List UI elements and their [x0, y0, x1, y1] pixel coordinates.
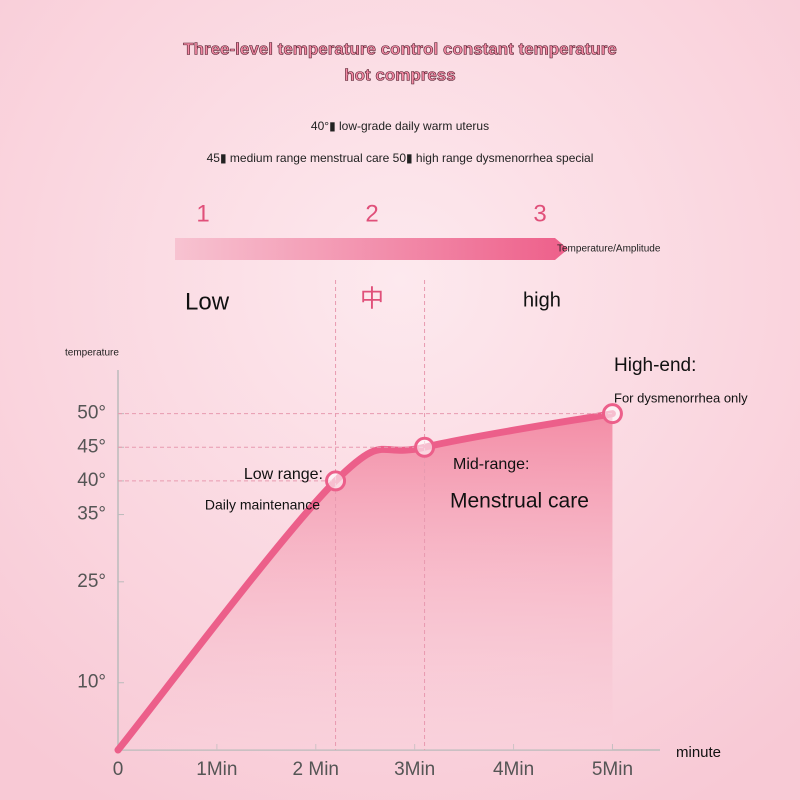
- x-tick-label: 2 Min: [293, 759, 339, 780]
- level-name: 中: [360, 285, 384, 312]
- annotation-title: Low range:: [244, 466, 323, 483]
- y-axis-label: temperature: [65, 348, 119, 359]
- subtitle: 40°▮ low-grade daily warm uterus: [311, 119, 489, 133]
- annotation-text: Menstrual care: [450, 490, 589, 513]
- title: hot compress: [344, 65, 455, 84]
- level-bar: [175, 238, 568, 260]
- annotation-title: Mid-range:: [453, 456, 529, 473]
- level: 1: [196, 200, 209, 227]
- area: [118, 413, 613, 750]
- level-name: Low: [185, 288, 230, 315]
- x-axis-label: minute: [676, 744, 721, 761]
- y-tick-label: 45°: [77, 436, 106, 457]
- subtitle: 45▮ medium range menstrual care 50▮ high…: [207, 151, 594, 165]
- y-tick-label: 40°: [77, 470, 106, 491]
- level-bar-label: Temperature/Amplitude: [557, 244, 661, 255]
- point: [325, 470, 347, 492]
- level: 3: [533, 200, 546, 227]
- point: [414, 436, 436, 458]
- title: Three-level temperature control constant…: [183, 39, 617, 58]
- x-tick-label: 1Min: [196, 759, 237, 780]
- x-tick-label: 0: [113, 759, 124, 780]
- x-tick-label: 5Min: [592, 759, 633, 780]
- level-name: high: [523, 289, 561, 311]
- level: 2: [365, 200, 378, 227]
- annotation-text: For dysmenorrhea only: [614, 390, 748, 405]
- x-tick-label: 4Min: [493, 759, 534, 780]
- line: [114, 410, 616, 754]
- annotation-text: Daily maintenance: [205, 497, 320, 513]
- annotation-title: High-end:: [614, 355, 696, 376]
- x-tick-label: 3Min: [394, 759, 435, 780]
- point: [601, 403, 623, 425]
- y-tick-label: 35°: [77, 504, 106, 525]
- y-tick-label: 10°: [77, 672, 106, 693]
- y-tick-label: 50°: [77, 403, 106, 424]
- y-tick-label: 25°: [77, 571, 106, 592]
